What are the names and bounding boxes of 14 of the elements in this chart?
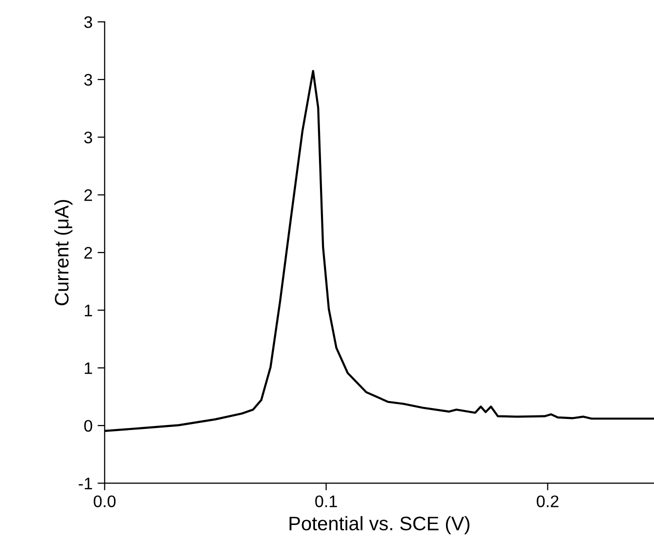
y-axis-title: Current (μA) bbox=[54, 200, 72, 306]
x-axis-title: Potential vs. SCE (V) bbox=[290, 516, 470, 534]
y-tick-label: 3 bbox=[84, 132, 92, 144]
y-tick-label: 0 bbox=[84, 420, 92, 432]
y-tick-label: 2 bbox=[84, 189, 92, 201]
y-tick-label: 2 bbox=[84, 246, 92, 259]
x-tick-label: 0.0 bbox=[94, 495, 116, 508]
x-tick-label: 0.1 bbox=[315, 495, 337, 508]
y-tick-label: 3 bbox=[84, 16, 92, 28]
y-tick-label: 1 bbox=[84, 304, 92, 316]
x-tick-label: 0.2 bbox=[536, 495, 558, 508]
y-tick-label: 3 bbox=[84, 74, 92, 86]
y-tick-label: -1 bbox=[78, 478, 92, 490]
y-tick-label: 1 bbox=[84, 362, 92, 374]
